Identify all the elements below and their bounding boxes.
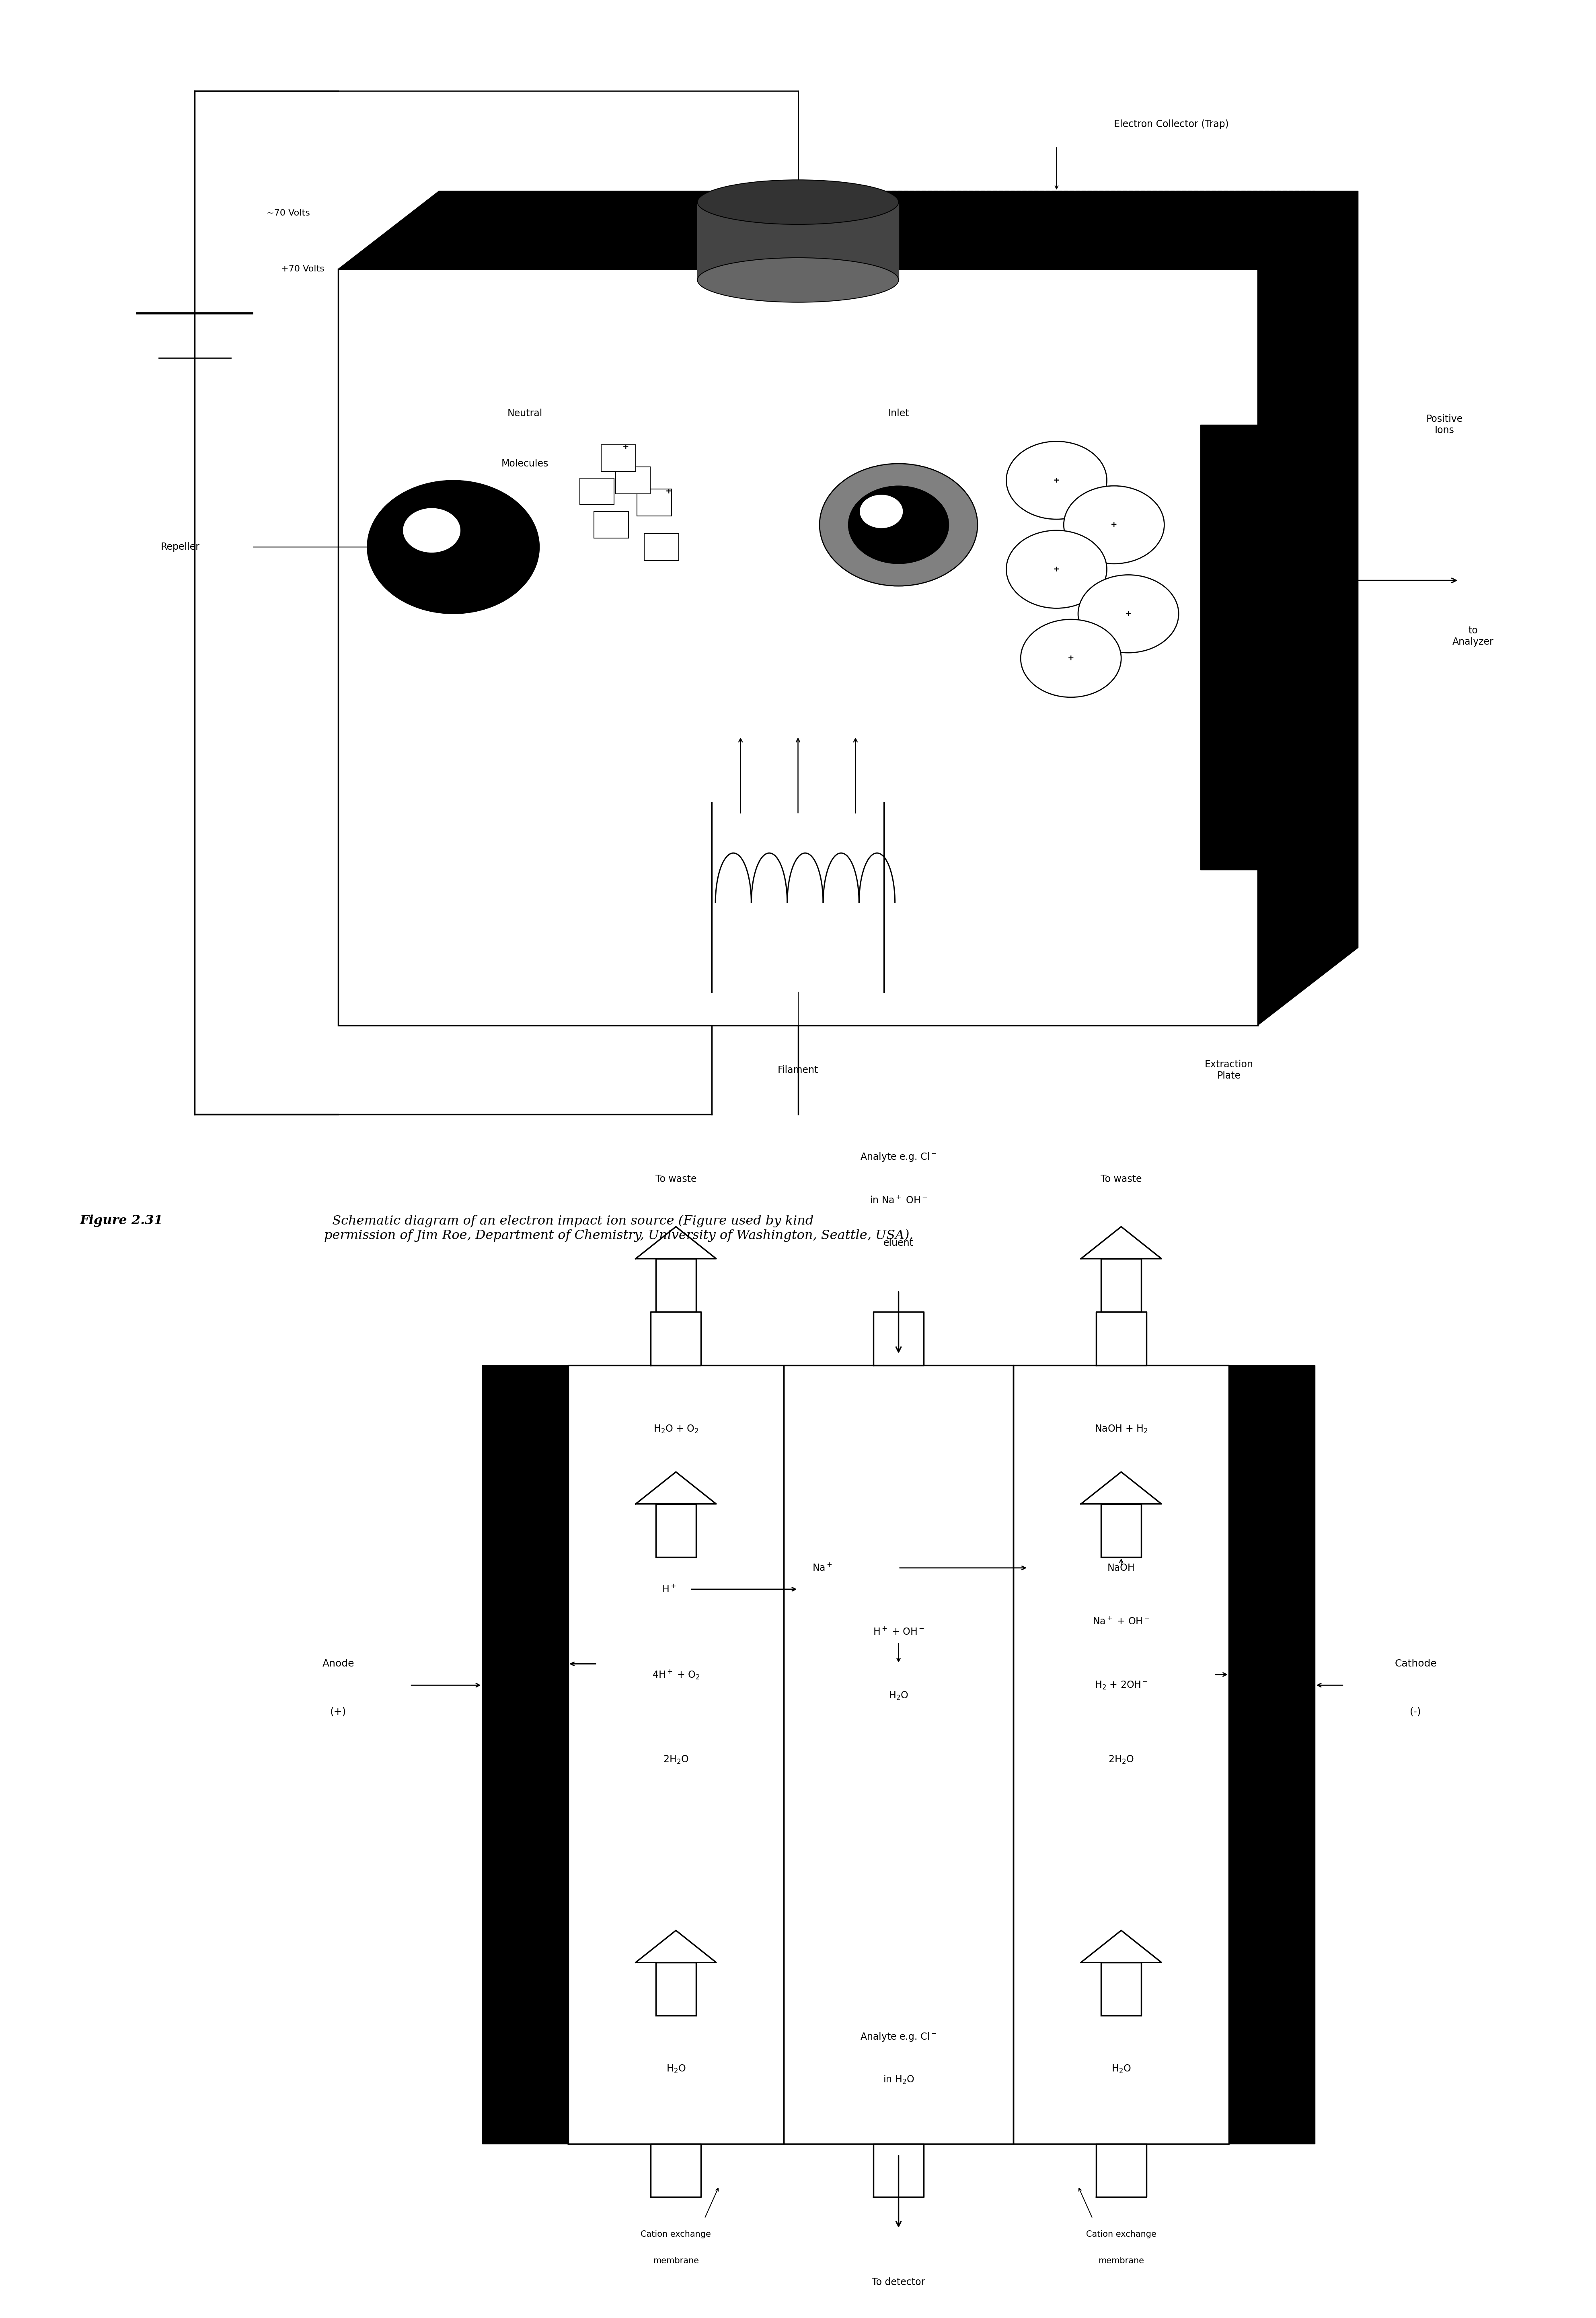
- Text: (+): (+): [330, 1706, 346, 1718]
- Text: ~70 Volts: ~70 Volts: [267, 209, 310, 218]
- Text: membrane: membrane: [1098, 2258, 1144, 2265]
- Text: 2H$_2$O: 2H$_2$O: [1108, 1755, 1135, 1764]
- Bar: [645, 533, 678, 561]
- Text: To waste: To waste: [1101, 1175, 1141, 1184]
- Text: Anode: Anode: [322, 1660, 354, 1669]
- Text: Schematic diagram of an electron impact ion source (Figure used by kind
permissi: Schematic diagram of an electron impact …: [324, 1215, 913, 1242]
- Text: Neutral: Neutral: [508, 408, 543, 417]
- Polygon shape: [1229, 1365, 1315, 2144]
- Polygon shape: [1096, 2144, 1146, 2197]
- Circle shape: [849, 487, 948, 563]
- Text: 4H$^+$ + O$_2$: 4H$^+$ + O$_2$: [653, 1669, 699, 1681]
- Bar: [602, 445, 635, 471]
- Bar: [594, 512, 629, 538]
- Text: +: +: [622, 443, 629, 450]
- Polygon shape: [338, 190, 1358, 269]
- Circle shape: [1021, 619, 1120, 698]
- Text: Repeller: Repeller: [161, 542, 200, 552]
- Text: +: +: [1125, 610, 1132, 617]
- Text: To detector: To detector: [871, 2279, 926, 2288]
- Circle shape: [404, 508, 461, 552]
- Polygon shape: [482, 1365, 568, 2144]
- Text: H$^+$: H$^+$: [662, 1583, 677, 1595]
- Text: Na$^+$: Na$^+$: [812, 1562, 833, 1574]
- Text: H$_2$ + 2OH$^-$: H$_2$ + 2OH$^-$: [1095, 1681, 1148, 1690]
- Polygon shape: [784, 1365, 1013, 2144]
- Text: to
Analyzer: to Analyzer: [1452, 626, 1494, 647]
- Circle shape: [1063, 487, 1165, 563]
- Bar: [1101, 1259, 1141, 1312]
- Bar: [656, 1963, 696, 2017]
- Circle shape: [1007, 440, 1108, 519]
- Text: H$_2$O: H$_2$O: [666, 2063, 686, 2075]
- Text: NaOH + H$_2$: NaOH + H$_2$: [1095, 1423, 1148, 1435]
- Polygon shape: [1096, 1312, 1146, 1365]
- Text: (-): (-): [1409, 1706, 1422, 1718]
- Bar: [1101, 1504, 1141, 1558]
- Bar: [616, 466, 650, 494]
- Text: eluent: eluent: [884, 1238, 913, 1247]
- Text: +: +: [1053, 478, 1060, 484]
- Circle shape: [820, 464, 977, 586]
- Polygon shape: [1258, 190, 1358, 1025]
- Text: Inlet: Inlet: [887, 408, 910, 417]
- Bar: [1101, 1963, 1141, 2017]
- Bar: [656, 1259, 696, 1312]
- Bar: [338, 269, 1258, 1025]
- Text: Cation exchange: Cation exchange: [640, 2230, 712, 2239]
- Bar: [637, 489, 672, 517]
- Polygon shape: [651, 2144, 701, 2197]
- Text: H$_2$O: H$_2$O: [1111, 2063, 1132, 2075]
- Text: H$_2$O + O$_2$: H$_2$O + O$_2$: [653, 1423, 699, 1435]
- Text: +: +: [1068, 654, 1074, 663]
- Polygon shape: [1013, 1365, 1229, 2144]
- Text: Cation exchange: Cation exchange: [1085, 2230, 1157, 2239]
- Text: +: +: [666, 487, 672, 496]
- Text: H$_2$O: H$_2$O: [889, 1690, 908, 1701]
- Text: membrane: membrane: [653, 2258, 699, 2265]
- Bar: [656, 1504, 696, 1558]
- Text: Na$^+$ + OH$^-$: Na$^+$ + OH$^-$: [1093, 1616, 1149, 1627]
- Bar: [579, 478, 614, 505]
- Text: Cathode: Cathode: [1395, 1660, 1436, 1669]
- Circle shape: [1079, 575, 1178, 654]
- Ellipse shape: [697, 257, 899, 301]
- Polygon shape: [651, 1312, 701, 1365]
- Polygon shape: [697, 202, 899, 280]
- Text: Analyte e.g. Cl$^-$: Analyte e.g. Cl$^-$: [860, 1152, 937, 1164]
- Ellipse shape: [697, 181, 899, 225]
- Circle shape: [860, 494, 903, 529]
- Text: Positive
Ions: Positive Ions: [1427, 415, 1462, 436]
- Text: in Na$^+$ OH$^-$: in Na$^+$ OH$^-$: [870, 1196, 927, 1205]
- Text: +: +: [1053, 566, 1060, 573]
- Polygon shape: [873, 2144, 924, 2197]
- Text: Figure 2.31: Figure 2.31: [80, 1215, 163, 1226]
- Text: Filament: Filament: [777, 1066, 819, 1076]
- Text: in H$_2$O: in H$_2$O: [883, 2075, 915, 2086]
- Text: Extraction
Plate: Extraction Plate: [1205, 1059, 1253, 1080]
- Text: To waste: To waste: [656, 1175, 696, 1184]
- Circle shape: [1007, 531, 1108, 607]
- Polygon shape: [1200, 424, 1258, 869]
- Text: +: +: [1111, 522, 1117, 529]
- Text: NaOH: NaOH: [1108, 1562, 1135, 1572]
- Text: Molecules: Molecules: [501, 459, 549, 468]
- Text: H$^+$ + OH$^-$: H$^+$ + OH$^-$: [873, 1627, 924, 1637]
- Text: +70 Volts: +70 Volts: [281, 264, 324, 274]
- Polygon shape: [568, 1365, 784, 2144]
- Text: 2H$_2$O: 2H$_2$O: [662, 1755, 689, 1764]
- Text: Analyte e.g. Cl$^-$: Analyte e.g. Cl$^-$: [860, 2031, 937, 2042]
- Circle shape: [1246, 561, 1298, 600]
- Polygon shape: [873, 1312, 924, 1365]
- Text: Electron Collector (Trap): Electron Collector (Trap): [1114, 121, 1229, 130]
- Circle shape: [367, 480, 539, 614]
